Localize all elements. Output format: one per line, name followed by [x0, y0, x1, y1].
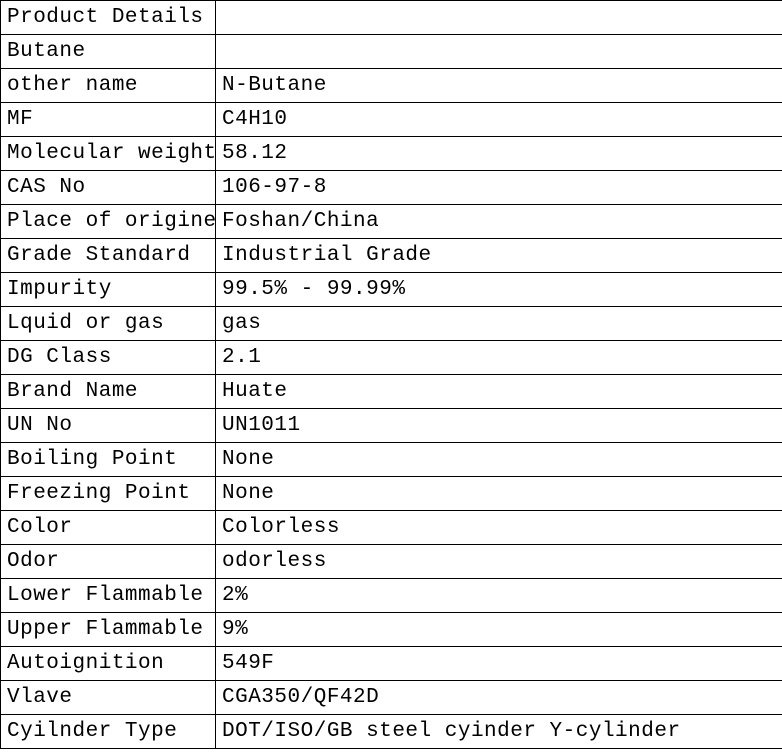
table-row: MFC4H10	[1, 103, 782, 137]
cell-value: Colorless	[216, 511, 782, 545]
cell-label: Color	[1, 511, 216, 545]
cell-value: odorless	[216, 545, 782, 579]
cell-label: Molecular weight	[1, 137, 216, 171]
cell-label: Impurity	[1, 273, 216, 307]
cell-label: UN No	[1, 409, 216, 443]
cell-label: Vlave	[1, 681, 216, 715]
table-row: Autoignition549F	[1, 647, 782, 681]
table-row: Grade StandardIndustrial Grade	[1, 239, 782, 273]
cell-label: MF	[1, 103, 216, 137]
table-row: DG Class2.1	[1, 341, 782, 375]
cell-value: 99.5% - 99.99%	[216, 273, 782, 307]
table-row: Impurity99.5% - 99.99%	[1, 273, 782, 307]
cell-label: DG Class	[1, 341, 216, 375]
cell-label: Cyilnder Type	[1, 715, 216, 749]
cell-value: N-Butane	[216, 69, 782, 103]
table-row: Product Details	[1, 1, 782, 35]
table-row: VlaveCGA350/QF42D	[1, 681, 782, 715]
cell-label: Boiling Point	[1, 443, 216, 477]
table-row: CAS No106-97-8	[1, 171, 782, 205]
cell-value: None	[216, 443, 782, 477]
table-row: Cyilnder TypeDOT/ISO/GB steel cyinder Y-…	[1, 715, 782, 749]
product-details-table: Product Details Butane other nameN-Butan…	[0, 0, 782, 749]
cell-value: 2.1	[216, 341, 782, 375]
table-row: Lquid or gasgas	[1, 307, 782, 341]
cell-value: gas	[216, 307, 782, 341]
table-body: Product Details Butane other nameN-Butan…	[1, 1, 782, 749]
cell-label: Odor	[1, 545, 216, 579]
cell-value: C4H10	[216, 103, 782, 137]
cell-value: Huate	[216, 375, 782, 409]
table-row: Freezing PointNone	[1, 477, 782, 511]
cell-label: Lquid or gas	[1, 307, 216, 341]
table-row: Butane	[1, 35, 782, 69]
cell-label: Freezing Point	[1, 477, 216, 511]
table-row: Place of origineFoshan/China	[1, 205, 782, 239]
cell-value: None	[216, 477, 782, 511]
cell-label: CAS No	[1, 171, 216, 205]
cell-value: 549F	[216, 647, 782, 681]
cell-value	[216, 1, 782, 35]
cell-label: Grade Standard	[1, 239, 216, 273]
cell-value: Industrial Grade	[216, 239, 782, 273]
table-row: Upper Flammable li9%	[1, 613, 782, 647]
table-row: Lower Flammable Li2%	[1, 579, 782, 613]
table-row: Brand NameHuate	[1, 375, 782, 409]
cell-label: Place of origine	[1, 205, 216, 239]
cell-label: Product Details	[1, 1, 216, 35]
cell-label: Butane	[1, 35, 216, 69]
cell-value: 9%	[216, 613, 782, 647]
cell-value: CGA350/QF42D	[216, 681, 782, 715]
cell-value: DOT/ISO/GB steel cyinder Y-cylinder	[216, 715, 782, 749]
cell-label: Autoignition	[1, 647, 216, 681]
cell-value: Foshan/China	[216, 205, 782, 239]
cell-value: 106-97-8	[216, 171, 782, 205]
cell-label: other name	[1, 69, 216, 103]
table-row: ColorColorless	[1, 511, 782, 545]
cell-value: 58.12	[216, 137, 782, 171]
cell-value	[216, 35, 782, 69]
cell-value: 2%	[216, 579, 782, 613]
cell-label: Lower Flammable Li	[1, 579, 216, 613]
table-row: UN NoUN1011	[1, 409, 782, 443]
cell-value: UN1011	[216, 409, 782, 443]
table-row: Boiling PointNone	[1, 443, 782, 477]
cell-label: Upper Flammable li	[1, 613, 216, 647]
cell-label: Brand Name	[1, 375, 216, 409]
table-row: Molecular weight58.12	[1, 137, 782, 171]
table-row: Odorodorless	[1, 545, 782, 579]
table-row: other nameN-Butane	[1, 69, 782, 103]
